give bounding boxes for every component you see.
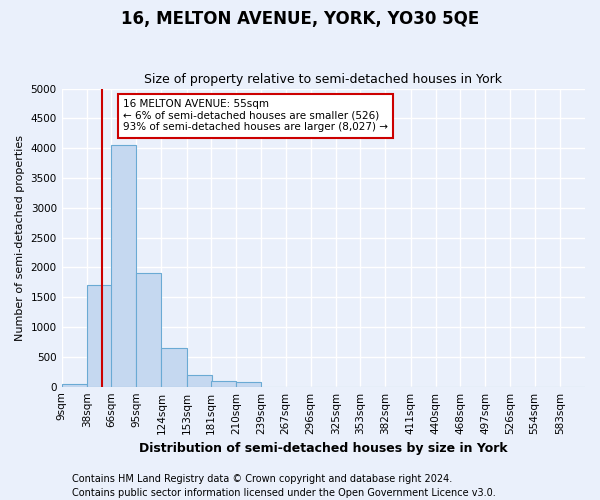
Text: 16 MELTON AVENUE: 55sqm
← 6% of semi-detached houses are smaller (526)
93% of se: 16 MELTON AVENUE: 55sqm ← 6% of semi-det… (123, 100, 388, 132)
Bar (161, 348, 187, 387)
Title: Size of property relative to semi-detached houses in York: Size of property relative to semi-detach… (145, 73, 502, 86)
X-axis label: Distribution of semi-detached houses by size in York: Distribution of semi-detached houses by … (139, 442, 508, 455)
Bar (187, 375, 212, 386)
Text: 16, MELTON AVENUE, YORK, YO30 5QE: 16, MELTON AVENUE, YORK, YO30 5QE (121, 10, 479, 28)
Bar (111, 145, 136, 386)
Bar (211, 380, 236, 386)
Bar (62, 384, 87, 386)
Y-axis label: Number of semi-detached properties: Number of semi-detached properties (15, 134, 25, 340)
Bar (236, 382, 261, 386)
Bar (87, 286, 112, 386)
Text: Contains HM Land Registry data © Crown copyright and database right 2024.
Contai: Contains HM Land Registry data © Crown c… (72, 474, 496, 498)
Bar (136, 274, 161, 386)
